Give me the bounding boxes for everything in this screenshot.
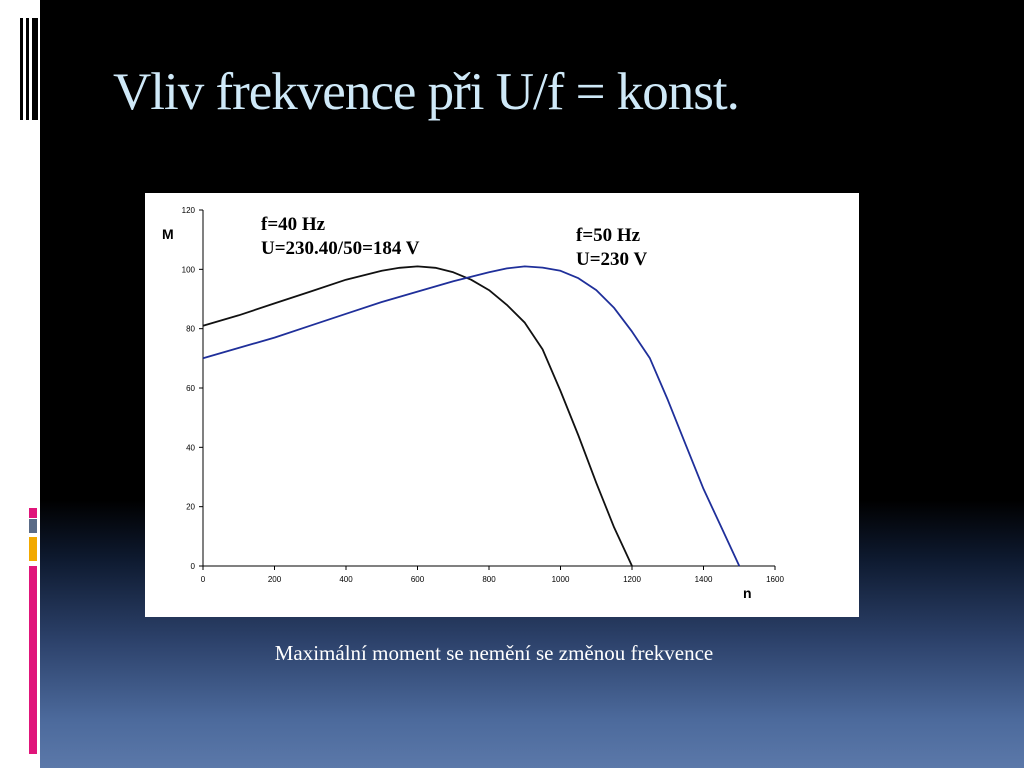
accent-bar-2 (29, 519, 37, 533)
y-axis-title: M (162, 226, 174, 242)
y-tick-label: 100 (182, 265, 196, 274)
x-tick-label: 0 (201, 575, 206, 584)
chart-panel: 0 20 40 60 80 100 120 0 200 400 600 800 1000 1200 1400… (145, 193, 859, 617)
x-tick-label: 400 (339, 575, 353, 584)
y-tick-label: 60 (186, 384, 195, 393)
x-tick-label: 200 (268, 575, 282, 584)
x-tick-label: 1200 (623, 575, 641, 584)
annotation-1-line-1: f=40 Hz (261, 214, 326, 235)
y-tick-label: 120 (182, 206, 196, 215)
x-tick-label: 1000 (552, 575, 570, 584)
series-line-2 (202, 265, 741, 567)
x-tick-label: 1600 (766, 575, 784, 584)
slide-title: Vliv frekvence při U/f = konst. (113, 63, 740, 121)
y-tick-label: 80 (186, 325, 195, 334)
accent-bar-1 (29, 508, 37, 518)
annotation-2-line-2: U=230 V (576, 249, 647, 270)
slide-caption: Maximální moment se nemění se změnou fre… (274, 641, 714, 665)
annotation-1-line-2: U=230.40/50=184 V (261, 238, 420, 259)
series-line-1 (202, 265, 633, 567)
x-axis-title: n (743, 585, 752, 601)
x-tick-label: 600 (411, 575, 425, 584)
annotation-2-line-1: f=50 Hz (576, 225, 641, 246)
accent-bar-4 (29, 566, 37, 754)
y-tick-label: 20 (186, 503, 195, 512)
y-tick-label: 40 (186, 443, 195, 452)
x-tick-label: 800 (482, 575, 496, 584)
decorative-lines (20, 18, 38, 120)
x-tick-label: 1400 (695, 575, 713, 584)
y-tick-label: 0 (191, 562, 196, 571)
accent-bar-3 (29, 537, 37, 561)
